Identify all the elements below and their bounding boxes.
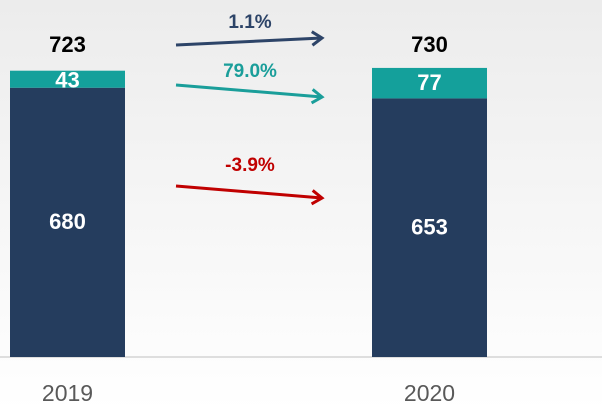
arrow-head [310, 88, 325, 105]
bar-segment [372, 67, 487, 99]
bar-value-label: 43 [55, 68, 79, 93]
annotation-label: -3.9% [225, 155, 275, 176]
bar-segment [372, 98, 487, 358]
bar-value-label: 680 [49, 209, 86, 234]
arrow-head [310, 30, 325, 47]
bar-segment [10, 87, 125, 357]
arrow [175, 83, 323, 99]
total-label: 723 [49, 32, 86, 57]
bar-segment [10, 70, 125, 88]
arrow-head [310, 189, 325, 206]
arrow [175, 184, 323, 200]
bar-value-label: 653 [411, 215, 448, 240]
total-label: 730 [411, 32, 448, 57]
annotation-label: 1.1% [228, 12, 271, 33]
x-tick-label: 2020 [404, 380, 455, 406]
bar-value-label: 77 [417, 70, 441, 95]
arrow [175, 36, 323, 47]
annotation-label: 79.0% [223, 61, 277, 82]
x-tick-label: 2019 [42, 380, 93, 406]
